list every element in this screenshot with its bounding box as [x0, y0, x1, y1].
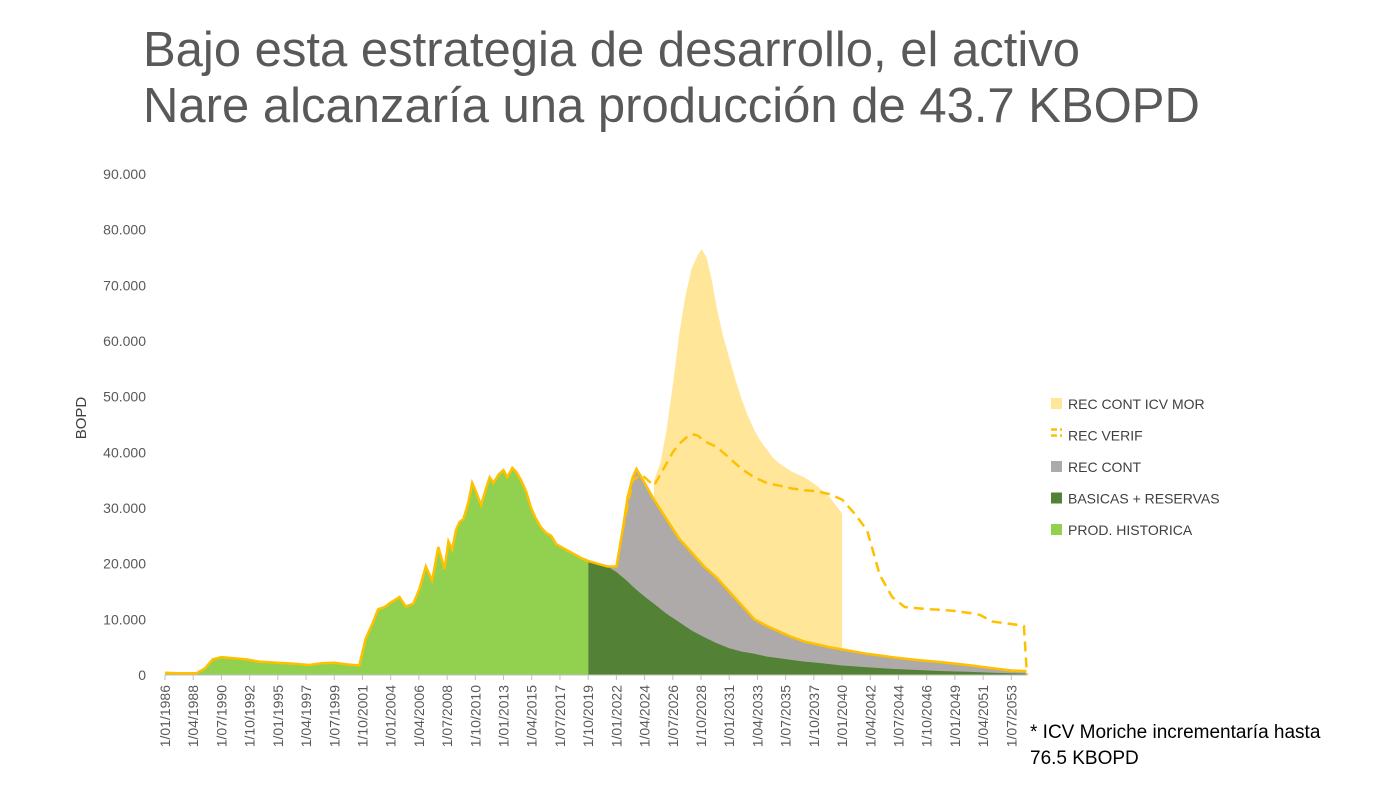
legend-item-rec-cont: REC CONT [1051, 459, 1142, 475]
x-tick-label: 1/07/2035 [778, 685, 794, 747]
legend-label-rec-cont-icv-mor: REC CONT ICV MOR [1068, 396, 1205, 412]
x-tick-label: 1/10/2028 [693, 685, 709, 747]
x-tick-label: 1/10/2037 [806, 685, 822, 747]
x-tick-label: 1/04/2033 [749, 685, 765, 747]
chart-areas [165, 249, 1027, 675]
legend-label-basicas-reservas: BASICAS + RESERVAS [1068, 491, 1220, 507]
x-tick-label: 1/07/2026 [665, 685, 681, 747]
area-prod-historica [165, 467, 589, 675]
area-rec-cont [588, 469, 1027, 675]
y-tick-label-0: 0 [138, 667, 146, 683]
x-tick-label: 1/04/1997 [298, 685, 314, 747]
line-rec-verif [621, 432, 1029, 676]
x-tick-label: 1/01/2049 [947, 685, 963, 747]
x-tick-label: 1/04/2051 [975, 685, 991, 747]
x-tick-label: 1/04/2024 [637, 685, 653, 747]
x-tick-label: 1/10/2019 [580, 685, 596, 747]
x-tick-label: 1/07/2044 [891, 685, 907, 747]
y-tick-label-10000: 10.000 [103, 611, 146, 627]
legend-item-prod-historica: PROD. HISTORICA [1051, 522, 1193, 538]
legend-label-rec-verif: REC VERIF [1068, 428, 1143, 444]
y-axis-label: BOPD [73, 397, 90, 440]
legend-swatch-basicas-reservas [1051, 492, 1062, 504]
y-tick-label-40000: 40.000 [103, 444, 146, 460]
y-tick-label-90000: 90.000 [103, 166, 146, 182]
x-tick-label: 1/01/2004 [383, 685, 399, 747]
footnote-line-2: 76.5 KBOPD [1030, 748, 1139, 769]
x-tick-label: 1/10/1992 [242, 685, 258, 747]
y-tick-label-70000: 70.000 [103, 277, 146, 293]
legend-item-rec-cont-icv-mor: REC CONT ICV MOR [1051, 396, 1205, 412]
rec-verif-solid-outline [164, 465, 1027, 675]
footnote-line-1: * ICV Moriche incrementaría hasta [1030, 722, 1321, 743]
x-tick-label: 1/01/2013 [496, 685, 512, 747]
area-basicas-reservas [588, 560, 1027, 675]
legend-label-prod-historica: PROD. HISTORICA [1068, 522, 1193, 538]
legend-item-rec-verif: REC VERIF [1051, 428, 1143, 444]
x-tick-label: 1/07/2017 [552, 685, 568, 747]
legend-swatch-rec-cont-icv-mor [1051, 398, 1062, 409]
x-tick-label: 1/04/2015 [524, 685, 540, 747]
x-tick-label: 1/07/2053 [1003, 685, 1019, 747]
x-tick-label: 1/10/2001 [355, 685, 371, 747]
legend-swatch-rec-cont [1051, 461, 1062, 472]
y-tick-label-60000: 60.000 [103, 333, 146, 349]
x-tick-label: 1/04/2006 [411, 685, 427, 747]
slide-title: Bajo esta estrategia de desarrollo, el a… [143, 22, 1343, 134]
slide-title-line-2: Nare alcanzaría una producción de 43.7 K… [143, 79, 1200, 133]
x-tick-label: 1/07/2008 [439, 685, 455, 747]
x-tick-label: 1/04/1988 [185, 685, 201, 747]
legend: REC CONT ICV MOR REC VERIF REC CONT BASICAS… [1051, 396, 1220, 538]
y-tick-label-30000: 30.000 [103, 500, 146, 516]
x-tick-label: 1/10/2046 [919, 685, 935, 747]
x-tick-label: 1/04/2042 [862, 685, 878, 747]
chart-lines [164, 432, 1029, 676]
legend-swatch-prod-historica [1051, 524, 1062, 535]
x-tick-label: 1/01/2031 [721, 685, 737, 747]
y-tick-label-20000: 20.000 [103, 556, 146, 572]
x-tick-label: 1/01/1995 [270, 685, 286, 747]
x-tick-label: 1/07/1990 [213, 685, 229, 747]
x-tick-label: 1/01/2022 [608, 685, 624, 747]
x-tick-label: 1/01/1986 [157, 685, 173, 747]
x-tick-label: 1/07/1999 [326, 685, 342, 747]
x-tick-label: 1/10/2010 [467, 685, 483, 747]
legend-item-basicas-reservas: BASICAS + RESERVAS [1051, 491, 1220, 507]
footnote: * ICV Moriche incrementaría hasta 76.5 K… [1030, 720, 1375, 772]
y-axis-ticks: 0 10.000 20.000 30.000 40.000 50.000 60.000 70.… [103, 166, 146, 683]
y-tick-label-80000: 80.000 [103, 222, 146, 238]
y-tick-label-50000: 50.000 [103, 389, 146, 405]
slide-title-line-1: Bajo esta estrategia de desarrollo, el a… [143, 23, 1080, 77]
x-axis: 1/01/1986 1/04/1988 1/07/1990 1/10/1992 1/01… [157, 674, 1027, 747]
legend-label-rec-cont: REC CONT [1068, 459, 1142, 475]
x-tick-label: 1/01/2040 [834, 685, 850, 747]
